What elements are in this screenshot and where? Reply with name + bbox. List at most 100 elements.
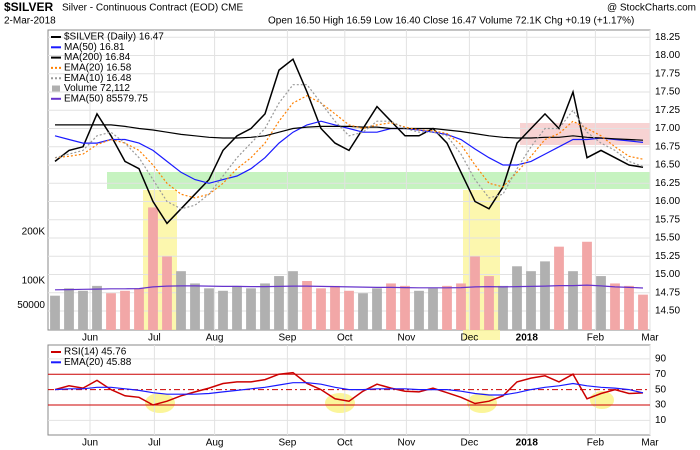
- volume-bar: [428, 288, 438, 330]
- series-line: [54, 371, 644, 406]
- volume-bar: [554, 246, 564, 330]
- legend-label: Volume 72,112: [64, 83, 130, 94]
- volume-bar: [120, 290, 130, 330]
- x-tick-label: Sep: [279, 438, 297, 449]
- y-tick-label: 15.75: [655, 214, 680, 225]
- volume-bar: [218, 290, 228, 330]
- volume-bar: [330, 285, 340, 330]
- volume-bar: [78, 290, 88, 330]
- series-line: [54, 84, 644, 210]
- y-tick-label: 70: [655, 369, 667, 380]
- legend-label: RSI(14) 45.76: [64, 347, 127, 358]
- support-band: [107, 172, 650, 189]
- x-tick-label: Mar: [641, 333, 659, 344]
- legend-swatch: [52, 85, 60, 92]
- volume-bar: [484, 276, 494, 330]
- volume-bar: [190, 283, 200, 330]
- y2-tick-label: 200K: [22, 227, 46, 238]
- y2-tick-label: 100K: [22, 276, 46, 287]
- x-tick-label: Nov: [398, 438, 416, 449]
- y-tick-label: 18.25: [655, 32, 680, 43]
- volume-bar: [246, 288, 256, 330]
- volume-bar: [92, 285, 102, 330]
- y-tick-label: 30: [655, 400, 667, 411]
- volume-bar: [568, 271, 578, 330]
- legend-label: EMA(10) 16.48: [64, 73, 132, 84]
- y-tick-label: 16.00: [655, 196, 680, 207]
- volume-bar: [232, 285, 242, 330]
- y-tick-label: 17.75: [655, 68, 680, 79]
- volume-bar: [386, 283, 396, 330]
- y-tick-label: 14.50: [655, 306, 680, 317]
- y-tick-label: 17.25: [655, 105, 680, 116]
- series-line: [54, 382, 644, 396]
- volume-bar: [134, 288, 144, 330]
- volume-bar: [498, 285, 508, 330]
- legend-label: EMA(50) 85579.75: [64, 93, 148, 104]
- volume-bar: [442, 285, 452, 330]
- y-tick-label: 16.25: [655, 178, 680, 189]
- y-tick-label: 18.00: [655, 50, 680, 61]
- x-tick-label: Oct: [337, 333, 353, 344]
- volume-bar: [260, 283, 270, 330]
- volume-bar: [596, 276, 606, 330]
- volume-bar: [50, 295, 60, 330]
- volume-bar: [582, 241, 592, 330]
- legend-label: MA(200) 16.84: [64, 52, 131, 63]
- volume-bar: [148, 207, 158, 330]
- x-tick-label: Mar: [641, 438, 659, 449]
- volume-bar: [288, 271, 298, 330]
- y2-tick-label: 50000: [17, 300, 45, 311]
- volume-bar: [358, 293, 368, 330]
- volume-bar: [540, 261, 550, 330]
- volume-bar: [456, 283, 466, 330]
- y-tick-label: 15.25: [655, 251, 680, 262]
- volume-bar: [274, 276, 284, 330]
- volume-bar: [106, 293, 116, 330]
- x-tick-label: Jul: [148, 333, 161, 344]
- volume-bar: [470, 256, 480, 330]
- resistance-band: [520, 123, 650, 145]
- legend-label: EMA(20) 16.58: [64, 63, 132, 74]
- x-tick-label: 2018: [516, 333, 539, 344]
- volume-bar: [400, 285, 410, 330]
- x-tick-label: Oct: [337, 438, 353, 449]
- y-tick-label: 16.50: [655, 160, 680, 171]
- volume-bar: [316, 288, 326, 330]
- x-tick-label: Dec: [461, 333, 479, 344]
- volume-bar: [162, 256, 172, 330]
- chart-title: $SILVER: [4, 0, 53, 14]
- x-tick-label: Dec: [461, 438, 479, 449]
- legend-label: $SILVER (Daily) 16.47: [64, 32, 164, 43]
- x-tick-label: 2018: [516, 438, 539, 449]
- volume-bar: [64, 288, 74, 330]
- x-tick-label: Nov: [398, 333, 416, 344]
- y-tick-label: 90: [655, 353, 667, 364]
- x-tick-label: Jun: [82, 438, 98, 449]
- volume-bar: [624, 285, 634, 330]
- volume-bar: [372, 288, 382, 330]
- x-tick-label: Jun: [82, 333, 98, 344]
- y-tick-label: 50: [655, 384, 667, 395]
- y-tick-label: 16.75: [655, 141, 680, 152]
- volume-bar: [344, 290, 354, 330]
- volume-bar: [302, 280, 312, 330]
- chart-subtitle: Silver - Continuous Contract (EOD) CME: [62, 3, 243, 14]
- x-tick-label: Aug: [206, 438, 224, 449]
- source: @ StockCharts.com: [607, 3, 696, 14]
- y-tick-label: 15.00: [655, 269, 680, 280]
- volume-bar: [176, 271, 186, 330]
- volume-bar: [526, 271, 536, 330]
- x-tick-label: Sep: [279, 333, 297, 344]
- x-tick-label: Aug: [206, 333, 224, 344]
- series-line: [54, 95, 644, 199]
- x-tick-label: Feb: [587, 333, 605, 344]
- date: 2-Mar-2018: [4, 16, 56, 27]
- y-tick-label: 17.50: [655, 87, 680, 98]
- y-tick-label: 15.50: [655, 233, 680, 244]
- series-line: [55, 124, 644, 141]
- series-line: [54, 120, 644, 184]
- series-line: [54, 58, 644, 225]
- x-tick-label: Jul: [148, 438, 161, 449]
